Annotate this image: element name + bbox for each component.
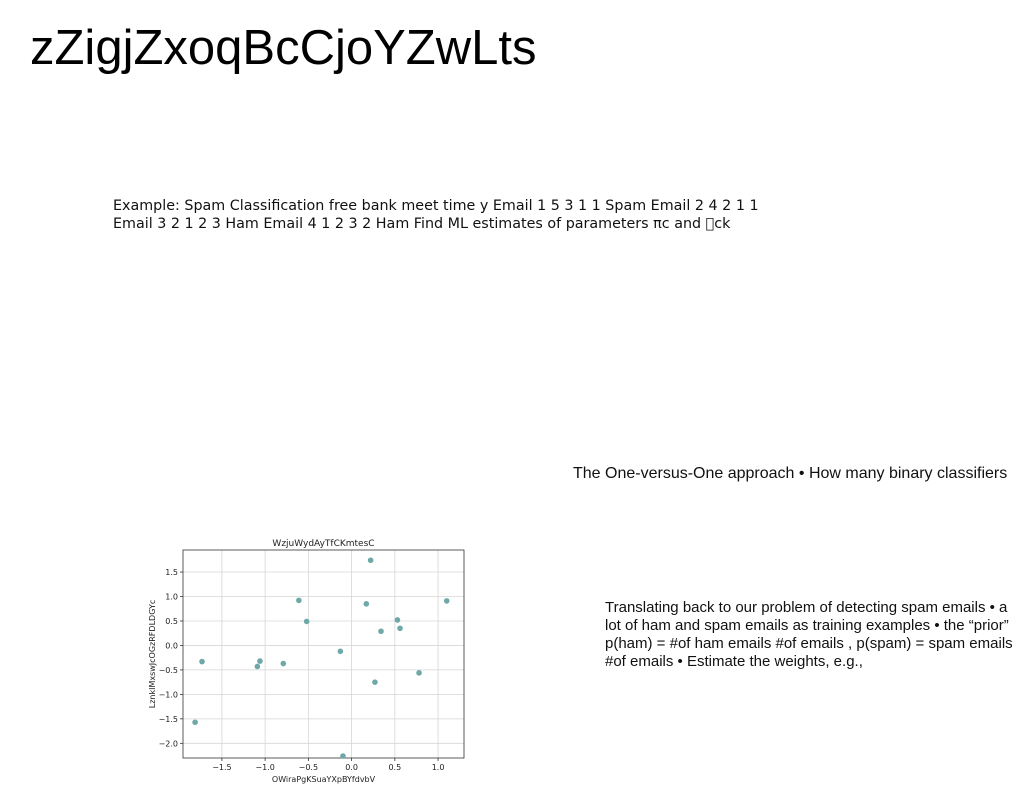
- y-tick-label: −1.5: [159, 715, 178, 724]
- data-point: [367, 557, 374, 564]
- data-point: [443, 598, 450, 604]
- slide-title: zZigjZxoqBcCjoYZwLts: [30, 21, 537, 75]
- spam-detection-paragraph: Translating back to our problem of detec…: [605, 599, 1013, 670]
- data-point: [394, 617, 401, 623]
- y-axis-label: LznkIMxswJcOGzRFDLDGYc: [148, 600, 157, 709]
- x-tick-label: −1.0: [255, 763, 274, 772]
- y-tick-label: 0.0: [165, 641, 178, 650]
- data-point: [378, 628, 384, 635]
- data-point: [416, 670, 422, 676]
- data-point: [337, 648, 344, 655]
- x-tick-label: 0.0: [345, 763, 358, 772]
- spam-classification-paragraph: Example: Spam Classification free bank m…: [113, 198, 759, 232]
- scatter-chart: −1.5 −1.0 −0.5 0.0 0.5 1.0 1.5 1.0 0.5 0.0 −0.5 −1.…: [148, 539, 465, 784]
- y-tick-label: −0.5: [159, 666, 178, 675]
- x-tick-label: −1.5: [212, 763, 231, 772]
- y-tick-label: 0.5: [165, 617, 178, 626]
- data-point: [257, 658, 263, 664]
- x-tick-label: 0.5: [388, 763, 401, 772]
- data-point: [192, 719, 198, 726]
- one-versus-one-paragraph: The One-versus-One approach • How many b…: [573, 465, 1008, 482]
- y-tick-label: −2.0: [159, 739, 178, 748]
- data-point: [303, 618, 310, 625]
- data-point: [254, 663, 261, 670]
- x-tick-label: 1.0: [432, 763, 445, 772]
- data-point: [363, 601, 370, 607]
- plot-frame: [182, 549, 465, 759]
- chart-title: WzjuWydAyTfCKmtesC: [272, 539, 374, 549]
- data-point: [340, 753, 346, 759]
- data-point: [372, 679, 378, 685]
- x-tick-label: −0.5: [299, 763, 318, 772]
- data-point: [280, 660, 287, 667]
- y-tick-label: 1.0: [165, 592, 178, 601]
- y-tick-label: −1.0: [159, 690, 178, 699]
- data-point: [397, 625, 403, 632]
- data-point: [296, 597, 302, 604]
- data-point: [199, 658, 205, 665]
- y-tick-label: 1.5: [165, 568, 178, 577]
- x-axis-label: OWiraPgKSuaYXpBYfdvbV: [272, 775, 376, 784]
